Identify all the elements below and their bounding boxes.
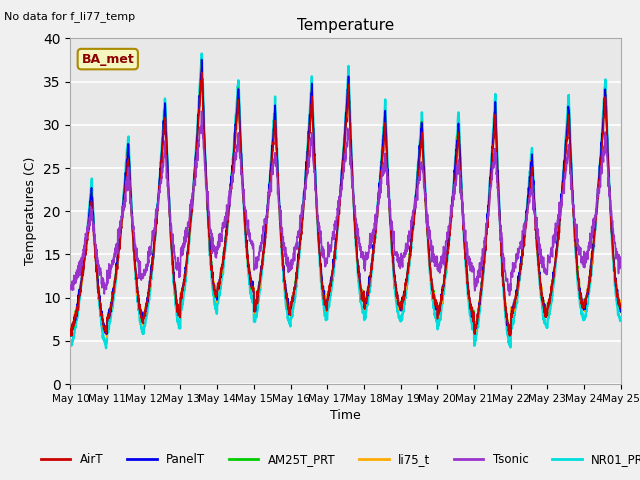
NR01_PRT xyxy=(584,297,592,303)
NR01_PRT xyxy=(374,199,381,204)
Text: No data for f_li77_temp: No data for f_li77_temp xyxy=(4,11,136,22)
Tsonic xyxy=(569,199,577,204)
li75_t xyxy=(617,301,625,307)
PanelT xyxy=(584,287,591,292)
PanelT xyxy=(362,301,369,307)
AM25T_PRT xyxy=(67,333,74,338)
NR01_PRT xyxy=(102,345,110,351)
PanelT xyxy=(568,188,576,194)
NR01_PRT xyxy=(569,190,577,195)
NR01_PRT xyxy=(198,51,205,57)
PanelT xyxy=(198,57,205,62)
Legend: AirT, PanelT, AM25T_PRT, li75_t, Tsonic, NR01_PRT: AirT, PanelT, AM25T_PRT, li75_t, Tsonic,… xyxy=(36,449,640,471)
AM25T_PRT xyxy=(584,283,592,288)
Tsonic xyxy=(362,249,369,255)
NR01_PRT xyxy=(506,340,514,346)
Line: Tsonic: Tsonic xyxy=(70,111,621,295)
PanelT xyxy=(67,333,74,338)
li75_t xyxy=(362,298,370,304)
Tsonic xyxy=(220,219,228,225)
X-axis label: Time: Time xyxy=(330,409,361,422)
AM25T_PRT xyxy=(374,204,381,210)
li75_t xyxy=(569,193,577,199)
AM25T_PRT xyxy=(506,329,514,335)
Tsonic xyxy=(67,286,74,292)
AM25T_PRT xyxy=(67,333,75,339)
Tsonic xyxy=(198,108,205,114)
AirT xyxy=(506,331,514,336)
Text: BA_met: BA_met xyxy=(81,53,134,66)
AM25T_PRT xyxy=(617,309,625,315)
AirT xyxy=(362,300,369,306)
AirT xyxy=(220,252,228,257)
NR01_PRT xyxy=(67,342,74,348)
li75_t xyxy=(221,248,228,253)
PanelT xyxy=(220,250,228,256)
AM25T_PRT xyxy=(569,192,577,198)
AM25T_PRT xyxy=(362,301,370,307)
PanelT xyxy=(506,324,513,330)
Title: Temperature: Temperature xyxy=(297,18,394,33)
li75_t xyxy=(374,204,381,210)
AirT xyxy=(374,213,381,219)
AirT xyxy=(584,287,592,292)
Line: NR01_PRT: NR01_PRT xyxy=(70,54,621,348)
li75_t xyxy=(67,328,74,334)
Tsonic xyxy=(374,205,381,211)
Line: PanelT: PanelT xyxy=(70,60,621,336)
Line: AM25T_PRT: AM25T_PRT xyxy=(70,60,621,336)
PanelT xyxy=(617,304,625,310)
Y-axis label: Temperatures (C): Temperatures (C) xyxy=(24,157,38,265)
li75_t xyxy=(584,288,592,293)
NR01_PRT xyxy=(617,316,625,322)
Tsonic xyxy=(617,255,625,261)
Tsonic xyxy=(584,253,592,259)
AirT xyxy=(67,332,74,338)
AirT xyxy=(506,333,513,339)
Tsonic xyxy=(506,286,514,292)
PanelT xyxy=(374,202,381,207)
li75_t xyxy=(198,63,205,69)
li75_t xyxy=(506,331,514,337)
Line: li75_t: li75_t xyxy=(70,66,621,337)
li75_t xyxy=(103,334,111,340)
NR01_PRT xyxy=(362,310,370,316)
AM25T_PRT xyxy=(198,57,205,63)
AirT xyxy=(198,70,205,75)
AM25T_PRT xyxy=(221,247,228,252)
Tsonic xyxy=(506,292,513,298)
AirT xyxy=(569,202,577,207)
Line: AirT: AirT xyxy=(70,72,621,336)
NR01_PRT xyxy=(221,252,228,258)
AirT xyxy=(617,302,625,308)
